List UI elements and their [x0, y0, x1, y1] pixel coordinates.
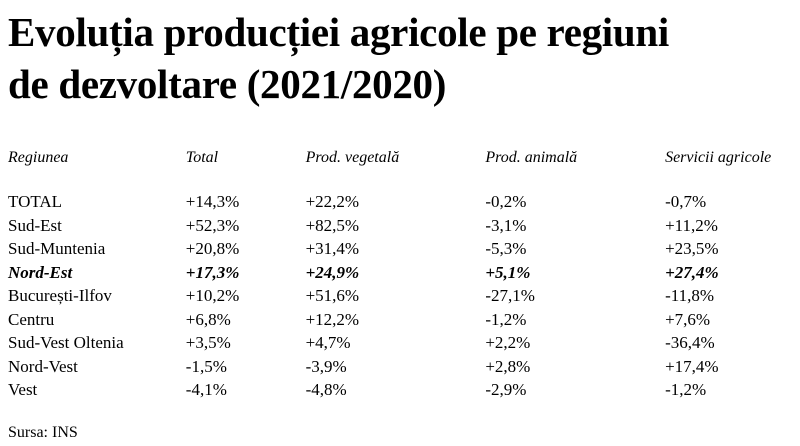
- cell-plant-production: +4,7%: [305, 333, 351, 352]
- cell-plant-production: -4,8%: [305, 380, 347, 399]
- cell-total: +20,8%: [185, 239, 240, 258]
- table-row: Nord-Est +17,3% +24,9% +5,1% +27,4%: [8, 261, 800, 285]
- cell-region: Nord-Est: [8, 262, 73, 282]
- spacer-row: [8, 170, 800, 190]
- cell-plant-production: +51,6%: [305, 286, 360, 305]
- cell-agricultural-services: -1,2%: [665, 380, 707, 399]
- table-row: București-Ilfov +10,2% +51,6% -27,1% -11,8%: [8, 284, 800, 308]
- cell-total: -1,5%: [185, 356, 227, 376]
- cell-plant-production: +22,2%: [305, 192, 360, 211]
- cell-animal-production: +5,1%: [485, 262, 531, 282]
- cell-animal-production: -27,1%: [485, 286, 535, 305]
- cell-total: -4,1%: [185, 380, 227, 399]
- cell-region: Centru: [8, 309, 55, 329]
- data-table: Regiunea Total Prod. vegetală Prod. anim…: [8, 146, 800, 402]
- table-row: Sud-Muntenia +20,8% +31,4% -5,3% +23,5%: [8, 237, 800, 261]
- cell-total: +10,2%: [185, 286, 240, 305]
- table-row: Sud-Est +52,3% +82,5% -3,1% +11,2%: [8, 214, 800, 238]
- cell-total: +6,8%: [185, 309, 231, 329]
- cell-animal-production: -0,2%: [485, 192, 527, 211]
- cell-agricultural-services: +7,6%: [665, 309, 711, 329]
- table-row: TOTAL +14,3% +22,2% -0,2% -0,7%: [8, 190, 800, 214]
- cell-agricultural-services: +11,2%: [665, 215, 718, 235]
- table-row: Vest -4,1% -4,8% -2,9% -1,2%: [8, 378, 800, 402]
- title-line-2: de dezvoltare (2021/2020): [8, 61, 447, 107]
- cell-plant-production: -3,9%: [305, 356, 347, 376]
- cell-region: București-Ilfov: [8, 286, 112, 305]
- cell-plant-production: +24,9%: [305, 262, 360, 282]
- cell-region: Vest: [8, 380, 38, 399]
- cell-animal-production: -3,1%: [485, 215, 527, 235]
- cell-animal-production: +2,8%: [485, 356, 531, 376]
- cell-plant-production: +31,4%: [305, 239, 360, 258]
- title-line-1: Evoluția producției agricole pe regiuni: [8, 9, 669, 55]
- cell-region: Sud-Est: [8, 215, 62, 235]
- cell-plant-production: +12,2%: [305, 309, 360, 329]
- cell-animal-production: +2,2%: [485, 333, 531, 352]
- cell-total: +52,3%: [185, 215, 240, 235]
- table-row: Centru +6,8% +12,2% -1,2% +7,6%: [8, 308, 800, 332]
- cell-agricultural-services: -0,7%: [665, 192, 707, 211]
- table-row: Sud-Vest Oltenia +3,5% +4,7% +2,2% -36,4%: [8, 331, 800, 355]
- source-note: Sursa: INS: [8, 424, 78, 441]
- table-header-row: Regiunea Total Prod. vegetală Prod. anim…: [8, 146, 800, 170]
- cell-agricultural-services: +17,4%: [665, 356, 719, 376]
- cell-region: TOTAL: [8, 192, 63, 211]
- header-total: Total: [185, 149, 219, 166]
- cell-region: Nord-Vest: [8, 356, 78, 376]
- header-animal-production: Prod. animală: [485, 149, 578, 166]
- cell-agricultural-services: +27,4%: [665, 262, 719, 282]
- cell-total: +14,3%: [185, 192, 240, 211]
- page-title: Evoluția producției agricole pe regiuni …: [8, 6, 798, 110]
- cell-animal-production: -2,9%: [485, 380, 527, 399]
- cell-region: Sud-Muntenia: [8, 239, 106, 258]
- cell-region: Sud-Vest Oltenia: [8, 333, 124, 352]
- cell-agricultural-services: -36,4%: [665, 333, 715, 352]
- cell-agricultural-services: +23,5%: [665, 239, 719, 258]
- header-plant-production: Prod. vegetală: [305, 149, 400, 166]
- table-row: Nord-Vest -1,5% -3,9% +2,8% +17,4%: [8, 355, 800, 379]
- header-agricultural-services: Servicii agricole: [665, 149, 772, 166]
- cell-animal-production: -1,2%: [485, 309, 527, 329]
- cell-total: +3,5%: [185, 333, 231, 352]
- cell-total: +17,3%: [185, 262, 240, 282]
- table-body: TOTAL +14,3% +22,2% -0,2% -0,7% Sud-Est +52,3%…: [8, 170, 800, 402]
- header-region: Regiunea: [8, 149, 69, 166]
- cell-agricultural-services: -11,8%: [665, 286, 715, 305]
- cell-animal-production: -5,3%: [485, 239, 527, 258]
- cell-plant-production: +82,5%: [305, 215, 360, 235]
